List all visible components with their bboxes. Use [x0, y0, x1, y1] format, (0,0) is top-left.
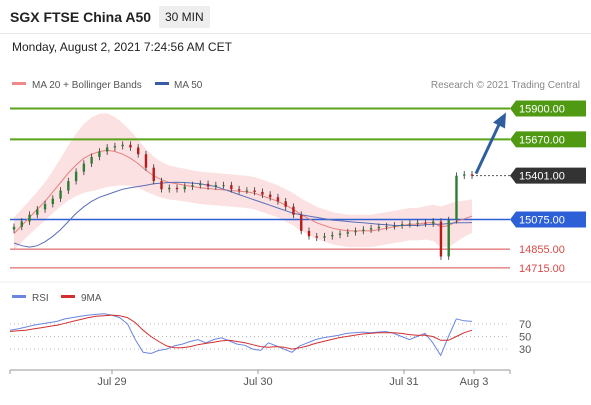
x-tick-label: Jul 30: [243, 376, 272, 388]
candle-up: [98, 151, 101, 157]
projection-arrow-head: [493, 112, 506, 129]
candle-up: [331, 234, 334, 237]
candle-down: [307, 230, 311, 237]
candle-up: [222, 185, 225, 187]
candle-down: [160, 181, 163, 190]
candle-up: [354, 230, 357, 233]
candle-up: [59, 190, 62, 199]
candle-up: [105, 147, 109, 152]
rsi-line: [9, 313, 473, 357]
candle-up: [463, 174, 466, 176]
candle-up: [121, 144, 124, 147]
candle-up: [323, 236, 326, 238]
level-label-support: 14715.00: [519, 263, 565, 275]
candle-up: [191, 185, 194, 187]
candle-down: [144, 154, 148, 168]
candle-up: [113, 146, 117, 148]
candle-up: [20, 221, 23, 227]
candle-up: [214, 185, 218, 187]
candle-up: [400, 224, 404, 226]
candle-up: [28, 214, 31, 222]
bollinger-band: [14, 113, 472, 250]
level-label-resistance: 15900.00: [519, 103, 565, 115]
x-tick-label: Jul 31: [389, 376, 418, 388]
candle-up: [183, 186, 186, 190]
candle-up: [385, 226, 388, 228]
ma50-line: [13, 181, 473, 248]
level-label-resistance: 15670.00: [519, 134, 565, 146]
level-label-pivot: 15075.00: [519, 214, 565, 226]
candle-down: [284, 201, 287, 207]
candle-up: [90, 156, 93, 164]
candle-up: [338, 233, 342, 235]
candle-down: [470, 174, 474, 176]
legend-rsi-ma-label: 9MA: [81, 293, 102, 304]
level-label-current: 15401.00: [519, 171, 565, 183]
candle-down: [152, 167, 155, 182]
copyright-label: Research © 2021 Trading Central: [431, 80, 580, 91]
candle-up: [408, 223, 412, 225]
level-tag-pivot: [510, 211, 586, 228]
candle-up: [455, 175, 458, 221]
rsi-ma-line: [9, 314, 473, 350]
candle-down: [315, 236, 318, 238]
level-label-support: 14855.00: [519, 244, 565, 256]
projection-arrow-shaft: [474, 121, 502, 175]
candle-down: [137, 147, 140, 155]
chart-header: SGX FTSE China A50 30 MIN: [0, 0, 591, 34]
x-tick-label: Jul 29: [97, 376, 126, 388]
candle-up: [199, 183, 202, 186]
candle-up: [245, 190, 249, 192]
candle-down: [439, 221, 443, 257]
legend-rsi-swatch: [12, 295, 26, 298]
ma20-line: [13, 149, 473, 234]
rsi-tick-label: 50: [519, 332, 531, 344]
candle-up: [447, 220, 450, 257]
candle-down: [292, 206, 295, 215]
candle-down: [230, 185, 233, 190]
legend-rsi-label: RSI: [32, 293, 49, 304]
x-tick-label: Aug 3: [460, 376, 489, 388]
candle-up: [67, 181, 70, 191]
candle-up: [346, 232, 349, 234]
legend-rsi-ma-swatch: [61, 295, 75, 298]
rsi-tick-label: 30: [519, 344, 531, 356]
candle-up: [393, 225, 396, 227]
legend-bollinger-swatch: [12, 82, 26, 85]
candle-down: [261, 191, 264, 195]
candle-down: [237, 189, 241, 191]
candle-up: [362, 229, 365, 231]
candle-down: [300, 214, 303, 231]
candle-down: [253, 190, 256, 192]
level-tag-resistance: [510, 100, 586, 117]
level-tag-current: [510, 167, 586, 184]
legend-ma50-label: MA 50: [174, 80, 203, 91]
candle-down: [276, 197, 280, 202]
legend-bollinger-label: MA 20 + Bollinger Bands: [32, 80, 142, 91]
datetime-label: Monday, August 2, 2021 7:24:56 AM CET: [12, 40, 232, 54]
candle-up: [43, 203, 47, 210]
candle-up: [74, 171, 78, 182]
candle-down: [424, 222, 427, 224]
candle-up: [36, 209, 39, 215]
candle-up: [82, 163, 86, 172]
candle-up: [51, 198, 55, 204]
candle-up: [12, 226, 16, 230]
candle-up: [431, 221, 435, 224]
candle-down: [268, 194, 272, 198]
candle-up: [369, 228, 373, 230]
level-tag-resistance: [510, 131, 586, 148]
candle-up: [377, 226, 381, 229]
candle-down: [206, 183, 210, 187]
candle-up: [168, 187, 171, 190]
timeframe-button[interactable]: 30 MIN: [159, 6, 210, 28]
header-divider: [0, 33, 591, 34]
legend-ma50-swatch: [155, 82, 169, 85]
rsi-tick-label: 70: [519, 319, 531, 331]
candle-down: [129, 144, 132, 148]
candle-up: [416, 222, 419, 224]
instrument-title: SGX FTSE China A50: [10, 9, 152, 25]
candle-down: [175, 187, 179, 190]
